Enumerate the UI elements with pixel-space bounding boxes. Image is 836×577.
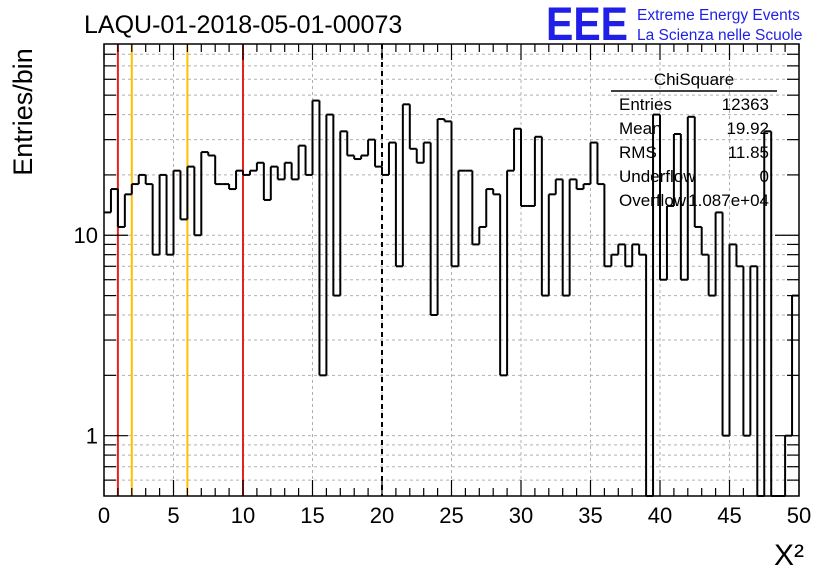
eee-logo: EEE (546, 0, 628, 50)
stats-value: 1.087e+04 (688, 191, 769, 210)
x-tick-label: 50 (787, 503, 811, 528)
stats-label: Entries (619, 95, 672, 114)
reference-lines (116, 44, 383, 496)
y-tick-label: 1 (86, 424, 98, 449)
x-tick-label: 25 (439, 503, 463, 528)
logo-line-1: Extreme Energy Events (637, 7, 800, 24)
stats-label: Underflow (619, 167, 696, 186)
grid (104, 44, 799, 496)
x-tick-label: 30 (509, 503, 533, 528)
x-tick-label: 35 (578, 503, 602, 528)
y-tick-label: 10 (74, 223, 98, 248)
stats-label: Overflow (619, 191, 687, 210)
axis-ticks: 1 10 0 5 10 15 20 25 30 35 40 45 50 (74, 44, 811, 528)
stats-label: RMS (619, 143, 657, 162)
logo-line-2: La Scienza nelle Scuole (637, 27, 802, 44)
x-tick-label: 40 (648, 503, 672, 528)
stats-value: 19.92 (726, 119, 769, 138)
histogram (104, 99, 799, 497)
stats-value: 11.85 (728, 143, 769, 162)
stats-title: ChiSquare (654, 70, 734, 89)
stats-box: ChiSquare Entries 12363 Mean 19.92 RMS 11.85 U… (611, 70, 777, 210)
y-axis-label: Entries/bin (8, 48, 38, 176)
stats-value: 12363 (722, 95, 769, 114)
x-tick-label: 5 (167, 503, 179, 528)
chart-title: LAQU-01-2018-05-01-00073 (84, 11, 402, 39)
x-tick-label: 45 (717, 503, 741, 528)
x-tick-label: 10 (231, 503, 255, 528)
x-tick-label: 0 (98, 503, 110, 528)
stats-value: 0 (760, 167, 769, 186)
x-axis-label: X² (774, 539, 804, 572)
x-tick-label: 20 (370, 503, 394, 528)
stats-rows: Entries 12363 Mean 19.92 RMS 11.85 Underflow 0 O… (619, 95, 769, 210)
x-tick-label: 15 (300, 503, 324, 528)
stats-label: Mean (619, 119, 662, 138)
